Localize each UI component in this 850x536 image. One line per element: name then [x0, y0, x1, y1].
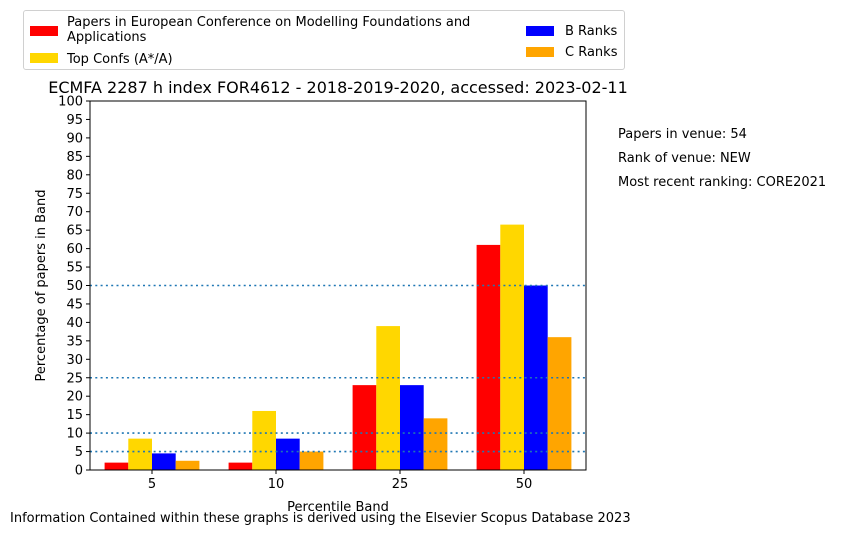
y-tick-label-30: 30 [66, 353, 83, 368]
bar-1-5 [104, 462, 129, 470]
bar-3-5 [152, 453, 176, 470]
bar-4-25 [423, 418, 448, 470]
y-tick-label-20: 20 [66, 390, 83, 405]
papers-in-venue-text: Papers in venue: 54 [618, 127, 747, 142]
bar-3-10 [276, 438, 300, 470]
bar-2-5 [128, 438, 152, 470]
legend-swatch-venue [30, 26, 58, 36]
legend-label-venue: Papers in European Conference on Modelli… [67, 15, 470, 45]
y-tick-label-35: 35 [66, 334, 83, 349]
y-tick-label-60: 60 [66, 242, 83, 257]
x-tick-label-50: 50 [516, 477, 533, 492]
legend-label-b-ranks: B Ranks [565, 24, 618, 39]
y-tick-label-15: 15 [66, 408, 83, 423]
footer-note: Information Contained within these graph… [10, 511, 631, 526]
legend-swatch-b-ranks [526, 26, 554, 36]
y-tick-label-10: 10 [66, 427, 83, 442]
bar-1-10 [228, 462, 253, 470]
legend-label-c-ranks: C Ranks [565, 45, 618, 60]
bar-3-25 [400, 385, 424, 470]
y-tick-label-100: 100 [58, 95, 83, 110]
legend-swatch-c-ranks [526, 47, 554, 57]
y-tick-label-25: 25 [66, 371, 83, 386]
y-tick-label-50: 50 [66, 279, 83, 294]
y-tick-label-65: 65 [66, 224, 83, 239]
y-tick-label-90: 90 [66, 131, 83, 146]
y-tick-label-45: 45 [66, 297, 83, 312]
legend-label-venue-line1: Papers in European Conference on Modelli… [67, 15, 471, 30]
rank-of-venue-text: Rank of venue: NEW [618, 151, 751, 166]
bar-2-50 [500, 224, 524, 470]
y-axis-label: Percentage of papers in Band [34, 189, 49, 381]
y-tick-label-55: 55 [66, 261, 83, 276]
x-tick-label-5: 5 [148, 477, 156, 492]
bar-4-50 [547, 337, 572, 470]
bar-4-10 [299, 451, 324, 470]
y-tick-label-95: 95 [66, 113, 83, 128]
bar-4-5 [175, 460, 200, 470]
legend-swatch-top-confs [30, 53, 58, 63]
bar-2-25 [376, 326, 400, 470]
chart-legend: Papers in European Conference on Modelli… [23, 10, 625, 70]
y-tick-label-85: 85 [66, 150, 83, 165]
x-axis-label: Percentile Band [287, 500, 389, 515]
bar-2-10 [252, 410, 276, 470]
chart-title: ECMFA 2287 h index FOR4612 - 2018-2019-2… [48, 78, 628, 97]
bar-1-25 [352, 385, 377, 470]
y-tick-label-40: 40 [66, 316, 83, 331]
legend-label-top-confs: Top Confs (A*/A) [67, 52, 173, 67]
most-recent-ranking-text: Most recent ranking: CORE2021 [618, 175, 827, 190]
y-tick-label-80: 80 [66, 168, 83, 183]
x-tick-label-10: 10 [268, 477, 285, 492]
bar-1-50 [476, 244, 501, 470]
y-tick-label-5: 5 [75, 445, 83, 460]
x-tick-label-25: 25 [392, 477, 409, 492]
y-tick-label-70: 70 [66, 205, 83, 220]
plot-frame [89, 100, 587, 471]
legend-label-venue-line2: Applications [67, 30, 147, 45]
y-tick-label-75: 75 [66, 187, 83, 202]
y-tick-label-0: 0 [75, 464, 83, 479]
